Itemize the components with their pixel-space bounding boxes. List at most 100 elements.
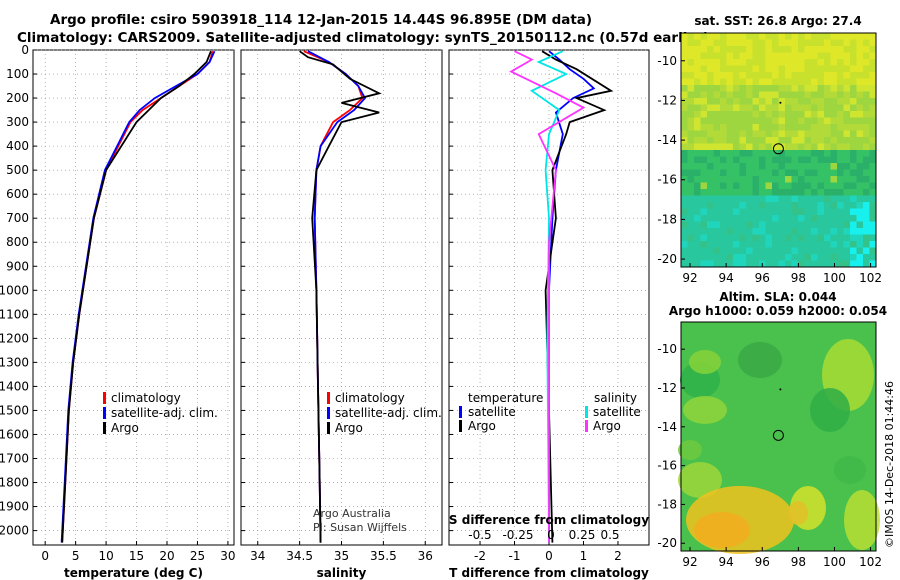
sst-map-cell	[804, 221, 812, 229]
sst-map-cell	[700, 189, 708, 196]
sst-map-cell	[830, 215, 838, 222]
sst-map-cell	[720, 234, 727, 242]
sla_map-xtick-label: 102	[859, 555, 882, 569]
sst-map-cell	[778, 150, 786, 157]
sst-map-cell	[765, 254, 773, 261]
sst-map-cell	[746, 33, 753, 40]
sst-map-cell	[720, 98, 727, 105]
sst-map-cell	[830, 124, 838, 131]
sst-map-cell	[733, 228, 740, 235]
sst-map-cell	[720, 241, 727, 248]
sla_map-argo-position-marker	[772, 429, 784, 441]
sst-map-cell	[817, 91, 825, 99]
sst-map-cell	[785, 59, 792, 66]
sla-map-blob	[689, 350, 721, 374]
sst_map-xtick-label: 98	[791, 271, 806, 285]
sst-map-cell	[863, 91, 870, 99]
sst-map-cell	[843, 215, 851, 222]
sst-map-cell	[856, 247, 864, 255]
salinity-xlabel: salinity	[317, 566, 367, 580]
difference-legend-right-swatch	[585, 420, 588, 432]
sst-map-cell	[694, 124, 701, 131]
sst-map-cell	[791, 254, 799, 261]
difference-xlabel: T difference from climatology	[449, 566, 649, 580]
sst-map-cell	[830, 65, 838, 73]
sst-map-cell	[746, 254, 753, 261]
difference-series-t-argo	[541, 50, 614, 543]
sst-map-cell	[733, 215, 740, 222]
sst-map-cell	[791, 39, 799, 47]
sst-map-cell	[856, 65, 864, 73]
sst-map-cell	[726, 163, 734, 170]
sst-map-cell	[811, 221, 818, 229]
sst-map-cell	[856, 117, 864, 125]
sst-map-cell	[772, 98, 779, 105]
sst-map-cell	[720, 72, 727, 79]
sst-map-cell	[687, 169, 695, 177]
sst-map-cell	[700, 117, 708, 125]
sst-map-cell	[752, 130, 760, 138]
sst-map-cell	[772, 150, 779, 157]
sst-map-cell	[811, 260, 818, 268]
sst-map-cell	[817, 65, 825, 73]
sst-map-cell	[791, 52, 799, 60]
sst-map-cell	[824, 59, 831, 66]
sst-map-cell	[791, 221, 799, 229]
sst-map-cell	[772, 156, 779, 164]
sst-map-cell	[817, 117, 825, 125]
sst-map-cell	[687, 163, 695, 170]
sst-map-cell	[791, 156, 799, 164]
temperature-legend-label: satellite-adj. clim.	[111, 406, 218, 420]
sst-map-cell	[798, 228, 805, 235]
sst-map-cell	[869, 169, 877, 177]
sst-map-cell	[746, 137, 753, 144]
sst-map-cell	[733, 33, 740, 40]
sst-map-cell	[798, 195, 805, 203]
sst-map-cell	[811, 46, 818, 53]
sst-map-cell	[739, 143, 747, 151]
sst-map-cell	[811, 65, 818, 73]
sst-map-cell	[681, 124, 688, 131]
sst-map-cell	[739, 59, 747, 66]
sst-map-cell	[785, 208, 792, 216]
sst-map-cell	[804, 189, 812, 196]
sst-map-cell	[869, 46, 877, 53]
pressure-tick-label: 800	[6, 235, 29, 249]
sst-map-cell	[850, 52, 857, 60]
temperature-xtick-label: 15	[129, 549, 144, 563]
sst-map-cell	[765, 52, 773, 60]
sst-map-cell	[765, 156, 773, 164]
sst-map-cell	[804, 254, 812, 261]
sst-map-cell	[746, 130, 753, 138]
sst-map-cell	[824, 221, 831, 229]
sst-map-cell	[713, 254, 721, 261]
pressure-tick-label: 1600	[0, 427, 29, 441]
sst-map-cell	[726, 39, 734, 47]
sst-map-cell	[720, 247, 727, 255]
sst-map-cell	[733, 195, 740, 203]
sst-map-cell	[681, 111, 688, 118]
sst-map-cell	[843, 117, 851, 125]
sst-map-cell	[804, 143, 812, 151]
sst-map-cell	[694, 260, 701, 268]
sst_map-frame	[680, 32, 877, 268]
sst-map-cell	[791, 169, 799, 177]
sst-map-cell	[863, 182, 870, 190]
sst-map-cell	[791, 104, 799, 112]
sst-map-cell	[752, 98, 760, 105]
sst-map-cell	[778, 104, 786, 112]
sst-map-cell	[687, 46, 695, 53]
sst-map-cell	[863, 104, 870, 112]
sst-map-cell	[856, 78, 864, 86]
sst-map-cell	[785, 195, 792, 203]
sst-map-cell	[804, 247, 812, 255]
sst-map-cell	[804, 195, 812, 203]
salinity-series-climatology	[303, 50, 364, 543]
sst-map-cell	[869, 221, 877, 229]
salinity-legend-label: satellite-adj. clim.	[335, 406, 442, 420]
sst-map-cell	[746, 52, 753, 60]
sst-map-cell	[765, 33, 773, 40]
sst-map-cell	[798, 189, 805, 196]
sst-map-cell	[772, 241, 779, 248]
sst-map-cell	[681, 163, 688, 170]
